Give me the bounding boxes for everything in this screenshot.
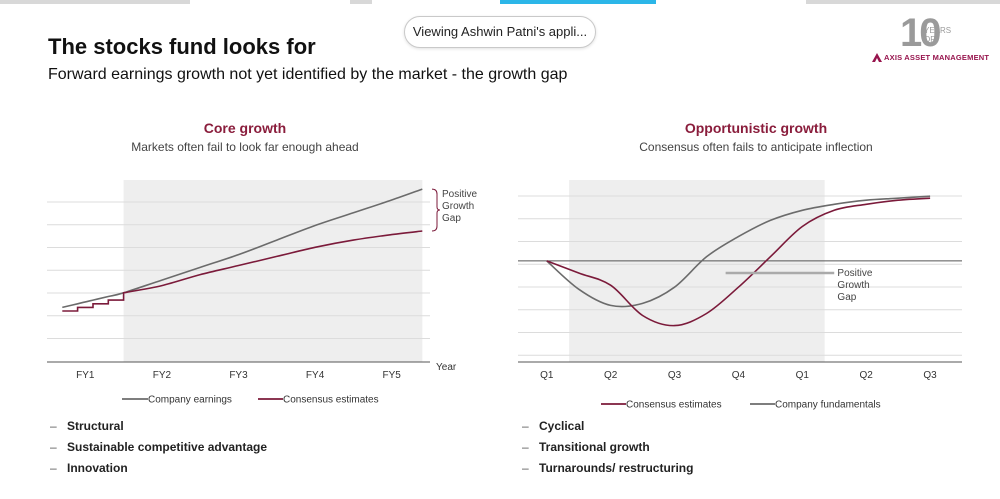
legend-company-fundamentals: Company fundamentals: [775, 400, 881, 411]
series-consensus-estimates-line: [62, 230, 423, 312]
forecast-shade: [569, 180, 825, 362]
legend-consensus-estimates: Consensus estimates: [283, 395, 379, 406]
x-tick-label: Q4: [732, 370, 746, 381]
x-tick-label: Q1: [540, 370, 554, 381]
x-tick-label: Q2: [604, 370, 618, 381]
x-tick-label: Q2: [860, 370, 874, 381]
bullet-item: – Innovation: [50, 461, 128, 475]
left-bullets: – Structural – Sustainable competitive adv…: [50, 416, 267, 479]
strip-active-indicator: [500, 0, 656, 4]
growth-gap-label: Gap: [442, 213, 461, 224]
growth-gap-label: Positive: [442, 189, 477, 200]
series-company-fundamentals-line: [546, 195, 931, 308]
screen-share-banner[interactable]: Viewing Ashwin Patni's appli...: [404, 16, 596, 48]
slide-title: The stocks fund looks for: [48, 34, 316, 59]
axis-logo: 10 YEARS OF AXIS ASSET MANAGEMENT: [870, 12, 990, 72]
x-tick-label: FY1: [76, 370, 95, 381]
logo-numeral: 10: [900, 11, 941, 55]
growth-gap-label: Gap: [837, 292, 856, 303]
bullet-item: – Structural: [50, 419, 124, 433]
left-panel-title: Core growth: [203, 120, 287, 136]
growth-gap-label: Growth: [837, 280, 869, 291]
forecast-shade: [123, 180, 423, 362]
growth-gap-label: Growth: [442, 201, 474, 212]
x-axis-label: Year: [436, 362, 457, 373]
slide-subtitle: Forward earnings growth not yet identifi…: [48, 66, 568, 83]
x-tick-label: Q3: [668, 370, 682, 381]
x-tick-label: FY2: [153, 370, 172, 381]
series-company-earnings-line: [62, 188, 423, 309]
axis-logo-icon: [872, 53, 882, 62]
strip-gap: [372, 0, 500, 4]
x-tick-label: Q1: [796, 370, 810, 381]
growth-gap-bracket: [431, 188, 441, 232]
x-tick-label: Q3: [923, 370, 937, 381]
x-tick-label: FY4: [306, 370, 325, 381]
strip-gap: [190, 0, 350, 4]
bullet-item: – Transitional growth: [522, 440, 650, 454]
strip-gap: [656, 0, 806, 4]
bullet-item: – Turnarounds/ restructuring: [522, 461, 694, 475]
logo-years: YEARS OF: [924, 26, 952, 44]
bullet-item: – Cyclical: [522, 419, 585, 433]
growth-gap-label: Positive: [837, 268, 872, 279]
x-tick-label: FY5: [383, 370, 402, 381]
right-panel-title: Opportunistic growth: [684, 120, 828, 136]
bullet-item: – Sustainable competitive advantage: [50, 440, 268, 454]
x-tick-label: FY3: [229, 370, 248, 381]
left-panel-subtitle: Markets often fail to look far enough ah…: [131, 140, 359, 154]
legend-consensus-estimates: Consensus estimates: [626, 400, 722, 411]
right-bullets: – Cyclical – Transitional growth – Turnarou…: [522, 416, 693, 479]
window-top-strip: [0, 0, 1000, 4]
right-panel-subtitle: Consensus often fails to anticipate infl…: [639, 140, 873, 154]
legend-company-earnings: Company earnings: [148, 395, 232, 406]
series-consensus-estimates-line: [546, 197, 931, 327]
logo-brand: AXIS ASSET MANAGEMENT: [872, 53, 989, 62]
